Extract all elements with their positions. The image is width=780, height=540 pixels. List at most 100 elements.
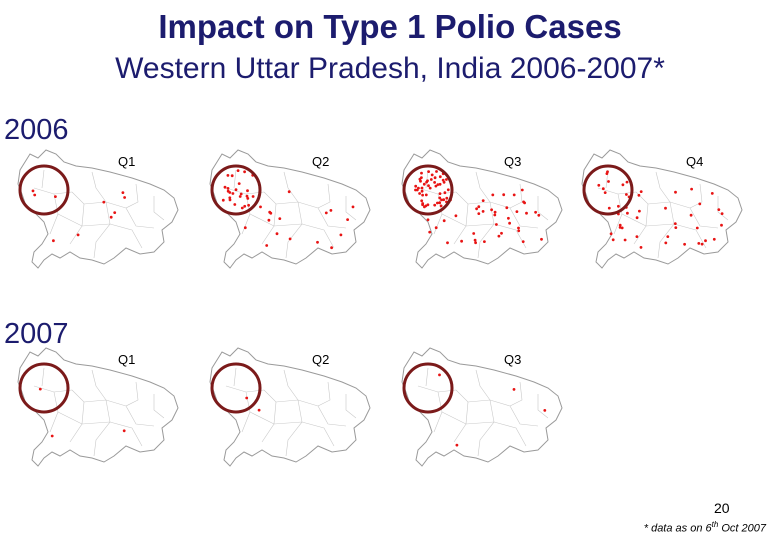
polio-case-dot — [611, 238, 615, 242]
polio-case-dot — [438, 201, 442, 205]
polio-case-dot — [339, 233, 343, 237]
polio-case-dot — [121, 191, 125, 194]
polio-case-dot — [330, 246, 333, 250]
polio-case-dot — [607, 180, 610, 183]
polio-case-dot — [534, 210, 537, 214]
district-boundary — [41, 367, 45, 387]
polio-case-dot — [620, 226, 624, 230]
polio-case-dot — [246, 197, 250, 200]
polio-case-dot — [474, 241, 477, 245]
polio-case-dot — [609, 232, 613, 236]
polio-case-dot — [508, 221, 511, 225]
state-outline — [209, 149, 371, 269]
state-outline — [209, 347, 371, 467]
district-boundary — [317, 207, 347, 229]
polio-case-dot — [493, 210, 497, 214]
district-boundary — [493, 421, 527, 447]
slide-subtitle: Western Uttar Pradesh, India 2006-2007* — [115, 52, 665, 85]
polio-case-dot — [490, 208, 493, 212]
district-boundary — [285, 201, 303, 259]
district-boundary — [509, 381, 523, 407]
polio-case-dot — [226, 174, 230, 177]
polio-case-dot — [50, 434, 54, 438]
polio-case-dot — [351, 205, 355, 209]
polio-case-dot — [695, 226, 699, 230]
polio-case-dot — [428, 230, 432, 234]
polio-case-dot — [420, 171, 423, 175]
district-boundary — [93, 201, 111, 259]
polio-case-dot — [491, 193, 495, 197]
polio-case-dot — [543, 409, 547, 412]
polio-case-dot — [438, 182, 442, 186]
western-up-highlight-ring — [582, 164, 634, 216]
polio-case-dot — [269, 211, 273, 215]
polio-case-dot — [38, 387, 42, 391]
quarter-label: Q2 — [312, 154, 330, 169]
polio-case-dot — [426, 203, 430, 207]
district-boundary — [263, 389, 319, 407]
polio-case-dot — [329, 209, 333, 212]
polio-case-dot — [221, 198, 225, 202]
polio-case-dot — [664, 241, 668, 245]
district-boundary — [109, 421, 143, 447]
district-boundary — [57, 411, 111, 425]
polio-case-dot — [442, 219, 446, 223]
polio-case-dot — [52, 239, 55, 243]
polio-case-dot — [497, 234, 501, 238]
polio-case-dot — [429, 178, 433, 181]
polio-case-dot — [113, 211, 117, 214]
polio-case-dot — [477, 205, 481, 209]
polio-case-dot — [436, 201, 439, 205]
polio-case-dot — [720, 223, 723, 227]
polio-case-dot — [245, 194, 249, 198]
polio-case-dot — [414, 188, 417, 192]
polio-case-dot — [442, 180, 446, 184]
polio-case-dot — [31, 189, 35, 193]
polio-case-dot — [243, 170, 246, 174]
district-boundary — [655, 171, 671, 203]
polio-case-dot — [433, 203, 437, 207]
polio-case-dot — [240, 206, 244, 210]
polio-case-dot — [123, 196, 126, 199]
polio-case-dot — [420, 186, 424, 190]
polio-case-dot — [287, 190, 291, 194]
western-up-highlight-ring — [18, 164, 70, 216]
district-boundary — [673, 223, 707, 249]
polio-case-dot — [414, 184, 418, 188]
polio-case-dot — [603, 191, 607, 194]
polio-case-dot — [421, 202, 425, 205]
polio-case-dot — [427, 170, 430, 173]
polio-case-dot — [495, 223, 498, 226]
district-map-2006-q3 — [401, 149, 563, 269]
polio-case-dot — [443, 191, 447, 195]
polio-case-dot — [324, 211, 328, 215]
polio-case-dot — [481, 199, 485, 202]
footnote-suffix: Oct 2007 — [718, 522, 766, 535]
district-boundary — [71, 191, 127, 209]
polio-case-dot — [618, 223, 622, 227]
polio-case-dot — [438, 192, 442, 195]
district-boundary — [283, 171, 299, 203]
polio-case-dot — [445, 196, 449, 200]
polio-case-dot — [710, 192, 714, 195]
district-map-2006-q1 — [17, 149, 179, 269]
district-boundary — [537, 196, 549, 221]
polio-case-dot — [427, 184, 430, 188]
polio-case-dot — [251, 195, 255, 198]
quarter-label: Q1 — [118, 352, 136, 367]
district-boundary — [285, 399, 303, 457]
polio-case-dot — [454, 214, 458, 218]
polio-case-dot — [537, 213, 541, 217]
polio-case-dot — [512, 193, 516, 197]
polio-case-dot — [625, 193, 628, 196]
district-boundary — [283, 369, 299, 401]
polio-case-dot — [674, 190, 677, 194]
polio-case-dot — [690, 187, 693, 191]
district-boundary — [455, 191, 511, 209]
polio-case-dot — [223, 185, 227, 189]
page-number: 20 — [714, 500, 730, 516]
district-boundary — [91, 369, 107, 401]
polio-case-dot — [441, 178, 445, 182]
district-boundary — [477, 201, 495, 259]
polio-case-dot — [433, 181, 436, 184]
